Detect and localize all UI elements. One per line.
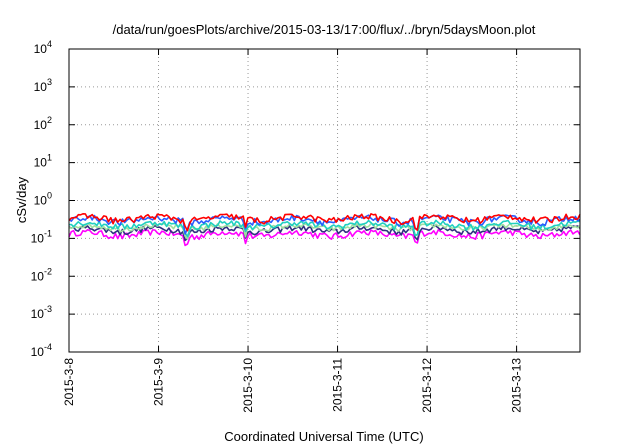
y-tick-label: 102 <box>34 115 52 132</box>
series-line <box>68 219 581 238</box>
x-axis-ticks: 2015-3-8 2015-3-9 2015-3-10 2015-3-11 2015-3… <box>62 49 524 413</box>
y-tick-label: 10-3 <box>31 304 52 321</box>
x-tick-label: 2015-3-10 <box>241 358 255 413</box>
x-tick-label: 2015-3-8 <box>62 358 76 406</box>
chart-title: /data/run/goesPlots/archive/2015-03-13/1… <box>113 22 536 37</box>
y-tick-label: 10-1 <box>31 228 52 245</box>
y-axis-label: cSv/day <box>14 176 29 223</box>
y-tick-label: 103 <box>34 77 52 94</box>
x-tick-label: 2015-3-12 <box>420 358 434 413</box>
y-tick-label: 101 <box>34 153 52 170</box>
grid <box>69 49 580 352</box>
series-group <box>68 213 581 247</box>
series-line <box>68 229 581 247</box>
y-tick-label: 10-4 <box>31 342 52 359</box>
y-tick-label: 104 <box>34 39 52 56</box>
x-tick-label: 2015-3-9 <box>152 358 166 406</box>
x-tick-label: 2015-3-11 <box>331 358 345 412</box>
series-line <box>68 224 581 242</box>
series-line <box>68 213 581 232</box>
x-tick-label: 2015-3-13 <box>510 358 524 413</box>
x-axis-label: Coordinated Universal Time (UTC) <box>224 429 423 444</box>
y-tick-label: 10-2 <box>31 266 52 283</box>
y-tick-label: 100 <box>34 191 52 208</box>
